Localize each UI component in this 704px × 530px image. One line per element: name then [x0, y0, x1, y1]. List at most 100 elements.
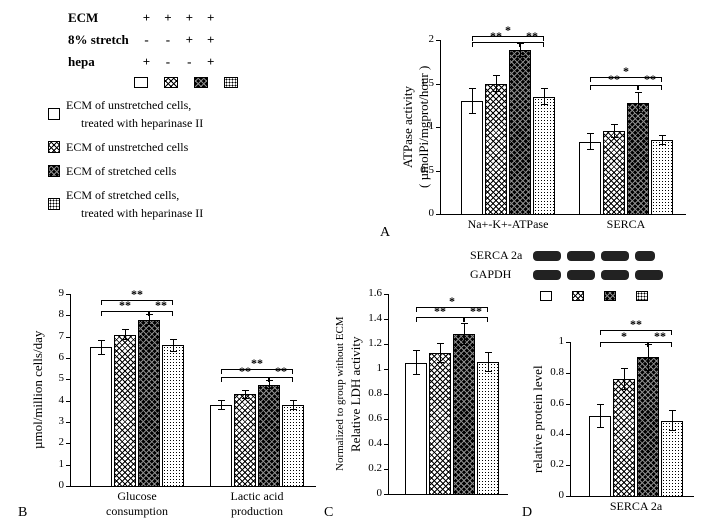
- bar: [258, 385, 280, 486]
- legend-cell: +: [158, 8, 177, 28]
- error-bar: [488, 352, 489, 372]
- bar: [210, 405, 232, 486]
- error-bar: [101, 340, 102, 355]
- legend-cell: -: [158, 30, 177, 50]
- legend-cell: -: [180, 52, 199, 72]
- condition-legend-table: ECM++++8% stretch--++hepa+--+: [60, 6, 222, 74]
- bar: [405, 363, 427, 494]
- y-tick: [384, 294, 388, 295]
- legend-cell: +: [201, 52, 220, 72]
- error-bar: [125, 329, 126, 340]
- sig-label: **: [237, 364, 253, 379]
- x-axis: [388, 494, 508, 495]
- bar: [603, 131, 625, 214]
- legend-swatch: [48, 108, 60, 120]
- sig-label: **: [273, 364, 289, 379]
- y-tick: [66, 401, 70, 402]
- bar: [485, 84, 507, 215]
- error-bar: [221, 400, 222, 411]
- legend-cell: -: [158, 52, 177, 72]
- y-tick: [566, 373, 570, 374]
- sig-label: **: [642, 72, 658, 87]
- blot-swatch: [540, 291, 552, 301]
- y-axis: [70, 294, 71, 486]
- y-tick: [66, 443, 70, 444]
- bar: [613, 379, 635, 496]
- sig-label: **: [606, 72, 622, 87]
- bar: [138, 320, 160, 486]
- x-group-label: Na+-K+-ATPase: [451, 217, 565, 232]
- y-axis-title: relative protein level: [530, 342, 546, 496]
- y-tick: [436, 214, 440, 215]
- error-bar: [440, 343, 441, 363]
- legend-swatch: [194, 77, 208, 88]
- y-axis: [440, 40, 441, 214]
- legend-cell: +: [137, 8, 156, 28]
- sig-label: **: [153, 298, 169, 313]
- y-axis-subtitle: Normalized to group without ECM: [334, 294, 346, 494]
- swatch-row-top: [126, 74, 246, 89]
- error-bar: [624, 368, 625, 390]
- y-tick: [66, 486, 70, 487]
- chart-a-atpase: 00.511.52ATPase activity( µmolPi/mgprot/…: [390, 10, 690, 240]
- legend-swatch: [164, 77, 178, 88]
- error-bar: [544, 88, 545, 105]
- chart-c-ldh: 00.20.40.60.811.21.41.6Relative LDH acti…: [332, 272, 512, 520]
- legend-row-label: ECM: [62, 8, 135, 28]
- error-bar: [648, 344, 649, 372]
- y-tick: [384, 369, 388, 370]
- y-tick: [66, 294, 70, 295]
- y-tick: [66, 337, 70, 338]
- bar: [282, 405, 304, 486]
- x-group-label: SERCA 2a: [579, 499, 693, 514]
- bar: [477, 362, 499, 495]
- legend-swatch: [134, 77, 148, 88]
- y-tick: [436, 171, 440, 172]
- bar: [162, 345, 184, 486]
- bar: [114, 335, 136, 486]
- legend-row-label: 8% stretch: [62, 30, 135, 50]
- error-bar: [614, 124, 615, 138]
- y-axis-title: Relative LDH activity: [348, 294, 364, 494]
- x-axis: [440, 214, 686, 215]
- legend-cell: +: [201, 8, 220, 28]
- legend-swatch: [48, 198, 60, 210]
- blot-swatch: [636, 291, 648, 301]
- legend-swatch: [224, 77, 238, 88]
- legend-row-label: hepa: [62, 52, 135, 72]
- error-bar: [638, 92, 639, 113]
- error-bar: [245, 390, 246, 399]
- y-tick: [384, 319, 388, 320]
- x-group-label: Lactic acidproduction: [200, 489, 314, 519]
- y-tick: [436, 84, 440, 85]
- sig-label: **: [652, 329, 668, 344]
- y-tick: [66, 315, 70, 316]
- panel-label-c: C: [324, 505, 333, 521]
- western-blot: SERCA 2a GAPDH: [530, 250, 666, 303]
- bar: [461, 101, 483, 214]
- y-tick: [384, 394, 388, 395]
- sig-label: **: [468, 304, 484, 319]
- error-bar: [600, 404, 601, 429]
- y-tick: [566, 342, 570, 343]
- bar: [627, 103, 649, 214]
- error-bar: [464, 323, 465, 346]
- bar: [234, 394, 256, 486]
- panel-label-a: A: [380, 225, 390, 241]
- bar: [579, 142, 601, 214]
- legend-text-item: ECM of stretched cells: [66, 162, 176, 180]
- x-group-label: SERCA: [569, 217, 683, 232]
- y-tick: [384, 344, 388, 345]
- y-tick: [66, 465, 70, 466]
- y-axis: [388, 294, 389, 494]
- legend-text-item: ECM of stretched cells, treated with hep…: [66, 186, 203, 222]
- y-tick: [66, 379, 70, 380]
- condition-legend-text: ECM of unstretched cells, treated with h…: [48, 96, 203, 228]
- error-bar: [293, 400, 294, 411]
- panel-label-b: B: [18, 505, 27, 521]
- error-bar: [590, 133, 591, 150]
- y-tick: [66, 358, 70, 359]
- x-axis: [570, 496, 694, 497]
- y-tick: [566, 404, 570, 405]
- sig-label: *: [616, 329, 632, 344]
